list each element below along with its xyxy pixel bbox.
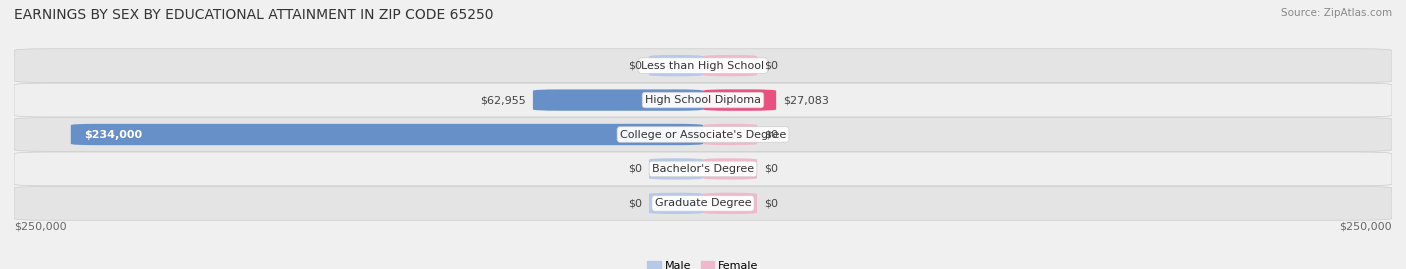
Text: EARNINGS BY SEX BY EDUCATIONAL ATTAINMENT IN ZIP CODE 65250: EARNINGS BY SEX BY EDUCATIONAL ATTAINMEN…	[14, 8, 494, 22]
FancyBboxPatch shape	[14, 118, 1392, 151]
Text: $250,000: $250,000	[14, 221, 66, 231]
FancyBboxPatch shape	[703, 89, 776, 111]
Text: $62,955: $62,955	[481, 95, 526, 105]
Text: Source: ZipAtlas.com: Source: ZipAtlas.com	[1281, 8, 1392, 18]
FancyBboxPatch shape	[703, 124, 756, 145]
Text: $0: $0	[628, 164, 643, 174]
Text: $0: $0	[763, 129, 778, 140]
FancyBboxPatch shape	[14, 186, 1392, 220]
Text: $0: $0	[763, 198, 778, 208]
FancyBboxPatch shape	[703, 55, 756, 76]
Text: $0: $0	[628, 61, 643, 71]
FancyBboxPatch shape	[650, 55, 703, 76]
FancyBboxPatch shape	[703, 193, 756, 214]
Text: Bachelor's Degree: Bachelor's Degree	[652, 164, 754, 174]
Text: $234,000: $234,000	[84, 129, 142, 140]
FancyBboxPatch shape	[533, 89, 703, 111]
FancyBboxPatch shape	[70, 124, 703, 145]
FancyBboxPatch shape	[14, 83, 1392, 117]
Text: $250,000: $250,000	[1340, 221, 1392, 231]
FancyBboxPatch shape	[650, 158, 703, 180]
Text: High School Diploma: High School Diploma	[645, 95, 761, 105]
Text: $27,083: $27,083	[783, 95, 828, 105]
Text: Graduate Degree: Graduate Degree	[655, 198, 751, 208]
Text: $0: $0	[763, 164, 778, 174]
FancyBboxPatch shape	[14, 152, 1392, 186]
Text: $0: $0	[628, 198, 643, 208]
FancyBboxPatch shape	[650, 193, 703, 214]
FancyBboxPatch shape	[14, 49, 1392, 83]
Text: College or Associate's Degree: College or Associate's Degree	[620, 129, 786, 140]
Text: $0: $0	[763, 61, 778, 71]
Legend: Male, Female: Male, Female	[643, 256, 763, 269]
Text: Less than High School: Less than High School	[641, 61, 765, 71]
FancyBboxPatch shape	[703, 158, 756, 180]
